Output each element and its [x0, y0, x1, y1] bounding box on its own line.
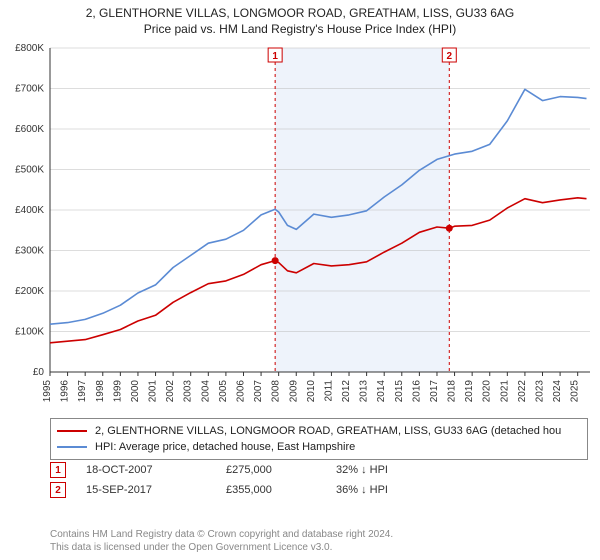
event-row: 1 18-OCT-2007£275,00032% ↓ HPI	[50, 460, 588, 480]
svg-text:2018: 2018	[447, 380, 458, 403]
title-block: 2, GLENTHORNE VILLAS, LONGMOOR ROAD, GRE…	[0, 0, 600, 36]
svg-text:2019: 2019	[464, 380, 475, 403]
title-line-1: 2, GLENTHORNE VILLAS, LONGMOOR ROAD, GRE…	[0, 6, 600, 20]
legend-item: HPI: Average price, detached house, East…	[57, 439, 581, 455]
events-table: 1 18-OCT-2007£275,00032% ↓ HPI 2 15-SEP-201…	[50, 460, 588, 500]
svg-text:1: 1	[272, 51, 278, 62]
svg-text:2011: 2011	[323, 380, 334, 402]
legend-swatch	[57, 446, 87, 448]
svg-text:2015: 2015	[394, 380, 405, 403]
svg-text:2016: 2016	[411, 380, 422, 403]
svg-text:2001: 2001	[148, 380, 159, 403]
svg-text:2012: 2012	[341, 380, 352, 403]
svg-text:1996: 1996	[60, 380, 71, 403]
svg-text:2006: 2006	[235, 380, 246, 403]
svg-text:2008: 2008	[271, 380, 282, 403]
svg-text:£500K: £500K	[15, 165, 44, 176]
event-row: 2 15-SEP-2017£355,00036% ↓ HPI	[50, 480, 588, 500]
legend: 2, GLENTHORNE VILLAS, LONGMOOR ROAD, GRE…	[50, 418, 588, 460]
event-price: £355,000	[226, 484, 336, 496]
legend-label: HPI: Average price, detached house, East…	[95, 441, 355, 453]
svg-text:1997: 1997	[77, 380, 88, 403]
svg-text:1999: 1999	[112, 380, 123, 403]
chart-container: 2, GLENTHORNE VILLAS, LONGMOOR ROAD, GRE…	[0, 0, 600, 560]
svg-text:2004: 2004	[200, 380, 211, 403]
footer: Contains HM Land Registry data © Crown c…	[50, 528, 588, 554]
event-date: 15-SEP-2017	[86, 484, 226, 496]
svg-text:£300K: £300K	[15, 246, 44, 257]
svg-text:£700K: £700K	[15, 84, 44, 95]
footer-line-2: This data is licensed under the Open Gov…	[50, 541, 588, 554]
svg-text:2013: 2013	[359, 380, 370, 403]
svg-text:2017: 2017	[429, 380, 440, 403]
svg-text:2009: 2009	[288, 380, 299, 403]
event-price: £275,000	[226, 464, 336, 476]
svg-text:2002: 2002	[165, 380, 176, 403]
svg-text:2021: 2021	[499, 380, 510, 403]
svg-text:2023: 2023	[535, 380, 546, 403]
chart-svg: £0 £100K £200K £300K £400K £500K £600K £700K £80…	[0, 42, 600, 412]
svg-text:£200K: £200K	[15, 286, 44, 297]
svg-text:£0: £0	[33, 367, 45, 378]
event-marker: 2	[50, 482, 66, 498]
svg-text:1995: 1995	[42, 380, 53, 403]
svg-text:2007: 2007	[253, 380, 264, 403]
event-date: 18-OCT-2007	[86, 464, 226, 476]
svg-text:2014: 2014	[376, 380, 387, 403]
svg-text:2010: 2010	[306, 380, 317, 403]
svg-text:2022: 2022	[517, 380, 528, 403]
legend-item: 2, GLENTHORNE VILLAS, LONGMOOR ROAD, GRE…	[57, 423, 581, 439]
chart-area: £0 £100K £200K £300K £400K £500K £600K £700K £80…	[0, 42, 600, 412]
svg-text:2024: 2024	[552, 380, 563, 403]
svg-text:£400K: £400K	[15, 205, 44, 216]
event-note: 32% ↓ HPI	[336, 464, 388, 476]
svg-text:2020: 2020	[482, 380, 493, 403]
svg-text:2025: 2025	[570, 380, 581, 403]
svg-text:2003: 2003	[183, 380, 194, 403]
event-marker: 1	[50, 462, 66, 478]
svg-text:£800K: £800K	[15, 43, 44, 54]
event-note: 36% ↓ HPI	[336, 484, 388, 496]
legend-label: 2, GLENTHORNE VILLAS, LONGMOOR ROAD, GRE…	[95, 425, 561, 437]
svg-text:1998: 1998	[95, 380, 106, 403]
svg-text:2000: 2000	[130, 380, 141, 403]
footer-line-1: Contains HM Land Registry data © Crown c…	[50, 528, 588, 541]
title-line-2: Price paid vs. HM Land Registry's House …	[0, 22, 600, 36]
legend-swatch	[57, 430, 87, 432]
svg-text:2: 2	[447, 51, 453, 62]
svg-text:£100K: £100K	[15, 327, 44, 338]
svg-text:£600K: £600K	[15, 124, 44, 135]
svg-text:2005: 2005	[218, 380, 229, 403]
